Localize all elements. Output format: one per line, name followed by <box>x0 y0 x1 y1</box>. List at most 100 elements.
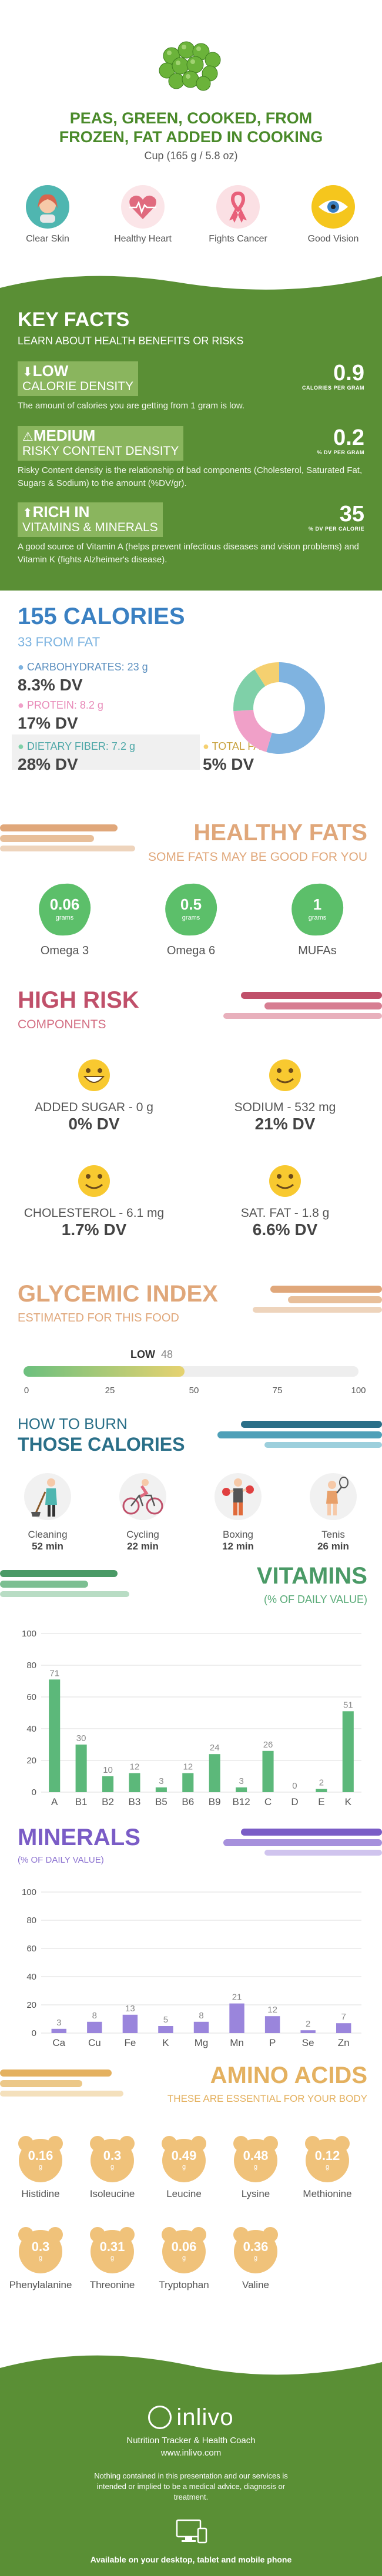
bar-value-label: 8 <box>199 2011 203 2021</box>
glycemic-fill <box>24 1366 185 1377</box>
warning-icon: ⚠ <box>22 430 33 444</box>
bar-value-label: 24 <box>210 1743 220 1753</box>
amino-isoleucine: 0.3 g Isoleucine <box>77 2133 148 2200</box>
bar-mg <box>193 2021 209 2033</box>
x-tick-label: Mn <box>230 2037 244 2048</box>
y-tick-label: 60 <box>26 1944 36 1954</box>
bear-icon: 0.36 g <box>230 2224 281 2275</box>
bar-c <box>262 1750 274 1792</box>
minerals-subtitle: (% OF DAILY VALUE) <box>18 1855 104 1865</box>
bar-mn <box>229 2003 244 2033</box>
smile-face-icon <box>269 1059 301 1091</box>
glycemic-tick: 100 <box>351 1386 366 1396</box>
amino-acids-title: AMINO ACIDS <box>210 2062 367 2088</box>
bear-icon: 0.49 g <box>159 2133 209 2183</box>
x-tick-label: B1 <box>75 1796 88 1807</box>
bar-k <box>158 2026 173 2033</box>
donut-hole <box>253 682 305 734</box>
amino-valine: 0.36 g Valine <box>220 2224 291 2291</box>
footer-section: inlivo Nutrition Tracker & Health Coach … <box>0 2339 382 2576</box>
wave-divider <box>0 264 382 290</box>
fact-heading: ⬆RICH IN VITAMINS & MINERALS <box>18 502 163 537</box>
risk-added-sugar: ADDED SUGAR - 0 g 0% DV <box>6 1058 182 1133</box>
bar-ca <box>51 2028 66 2033</box>
ribbon-icon <box>216 185 260 229</box>
fact-heading: ⚠MEDIUM RISKY CONTENT DENSITY <box>18 426 184 461</box>
bar-value-label: 5 <box>163 2015 168 2025</box>
smile-face-icon <box>269 1165 301 1197</box>
bar-b12 <box>236 1787 247 1792</box>
x-tick-label: B12 <box>233 1796 250 1807</box>
glycemic-tick: 75 <box>272 1386 283 1396</box>
amino-tryptophan: 0.06 g Tryptophan <box>149 2224 219 2291</box>
amino-threonine: 0.31 g Threonine <box>77 2224 148 2291</box>
glycemic-tick: 25 <box>105 1386 115 1396</box>
smile-face-icon <box>78 1165 110 1197</box>
bar-value-label: 7 <box>341 2012 346 2022</box>
y-tick-label: 60 <box>26 1692 36 1702</box>
glycemic-subtitle: ESTIMATED FOR THIS FOOD <box>18 1312 179 1324</box>
glycemic-value: LOW 48 <box>130 1349 173 1360</box>
burn-title-line1: HOW TO BURN <box>18 1415 128 1433</box>
bar-value-label: 21 <box>232 1993 242 2003</box>
amino-histidine: 0.16 g Histidine <box>5 2133 76 2200</box>
bar-fe <box>122 2014 138 2033</box>
boxing-icon <box>215 1473 262 1520</box>
bar-value-label: 2 <box>319 1778 324 1788</box>
bear-icon: 0.06 g <box>159 2224 209 2275</box>
devices-icon <box>176 2519 207 2544</box>
bar-value-label: 13 <box>125 2004 135 2014</box>
x-tick-label: Fe <box>124 2037 136 2048</box>
bar-value-label: 3 <box>159 1776 163 1786</box>
risk-sat-fat: SAT. FAT - 1.8 g 6.6% DV <box>197 1163 373 1239</box>
decor-stripes <box>223 992 382 1019</box>
tennis-icon <box>310 1473 357 1520</box>
bar-value-label: 3 <box>56 2018 61 2028</box>
x-tick-label: Ca <box>52 2037 65 2048</box>
down-arrow-icon: ⬇ <box>22 365 33 379</box>
bear-icon: 0.3 g <box>15 2224 66 2275</box>
healthy-fats-subtitle: SOME FATS MAY BE GOOD FOR YOU <box>148 850 367 864</box>
y-tick-label: 80 <box>26 1916 36 1926</box>
x-tick-label: C <box>264 1796 272 1807</box>
healthy-fats-title: HEALTHY FATS <box>193 820 367 846</box>
activity-cleaning: Cleaning 52 min <box>12 1472 83 1552</box>
benefit-good-vision: Good Vision <box>298 185 368 244</box>
fact-calorie-density: ⬇LOW CALORIE DENSITY The amount of calor… <box>18 361 364 412</box>
bar-b3 <box>129 1773 140 1792</box>
bar-e <box>316 1789 327 1792</box>
calories-subtitle: 33 FROM FAT <box>18 635 100 649</box>
vitamins-bar-chart: 02040608010071A30B110B212B33B512B624B93B… <box>22 1629 361 1807</box>
activity-boxing: Boxing 12 min <box>203 1472 273 1552</box>
macro-carbohydrates: ● CARBOHYDRATES: 23 g 8.3% DV <box>18 661 148 694</box>
high-risk-title: HIGH RISK <box>18 987 139 1013</box>
bear-icon: 0.48 g <box>230 2133 281 2183</box>
bar-value-label: 3 <box>239 1776 243 1786</box>
x-tick-label: K <box>162 2037 169 2048</box>
bar-value-label: 2 <box>306 2019 310 2029</box>
amino-methionine: 0.12 g Methionine <box>292 2133 363 2200</box>
amino-acids-subtitle: THESE ARE ESSENTIAL FOR YOUR BODY <box>167 2093 367 2104</box>
glycemic-tick: 50 <box>189 1386 199 1396</box>
bar-k <box>342 1711 354 1792</box>
y-tick-label: 40 <box>26 1724 36 1734</box>
cycling-icon <box>119 1473 166 1520</box>
fact-description: A good source of Vitamin A (helps preven… <box>18 542 359 565</box>
logo-mark-icon <box>148 2406 172 2430</box>
bar-b5 <box>155 1787 167 1792</box>
decor-stripes <box>0 2069 123 2097</box>
footer-url[interactable]: www.inlivo.com <box>160 2448 222 2458</box>
decor-stripes <box>223 1829 382 1856</box>
bar-zn <box>336 2023 351 2033</box>
bar-value-label: 12 <box>267 2005 277 2015</box>
y-tick-label: 100 <box>22 1629 36 1639</box>
bar-value-label: 10 <box>103 1765 113 1775</box>
y-tick-label: 100 <box>22 1887 36 1897</box>
inlivo-logo: inlivo <box>0 2403 382 2431</box>
bar-value-label: 30 <box>76 1733 86 1743</box>
amino-phenylalanine: 0.3 g Phenylalanine <box>5 2224 76 2291</box>
burn-title-line2: THOSE CALORIES <box>18 1434 185 1455</box>
x-tick-label: E <box>318 1796 324 1807</box>
bar-b1 <box>75 1745 87 1792</box>
up-arrow-icon: ⬆ <box>22 507 33 520</box>
